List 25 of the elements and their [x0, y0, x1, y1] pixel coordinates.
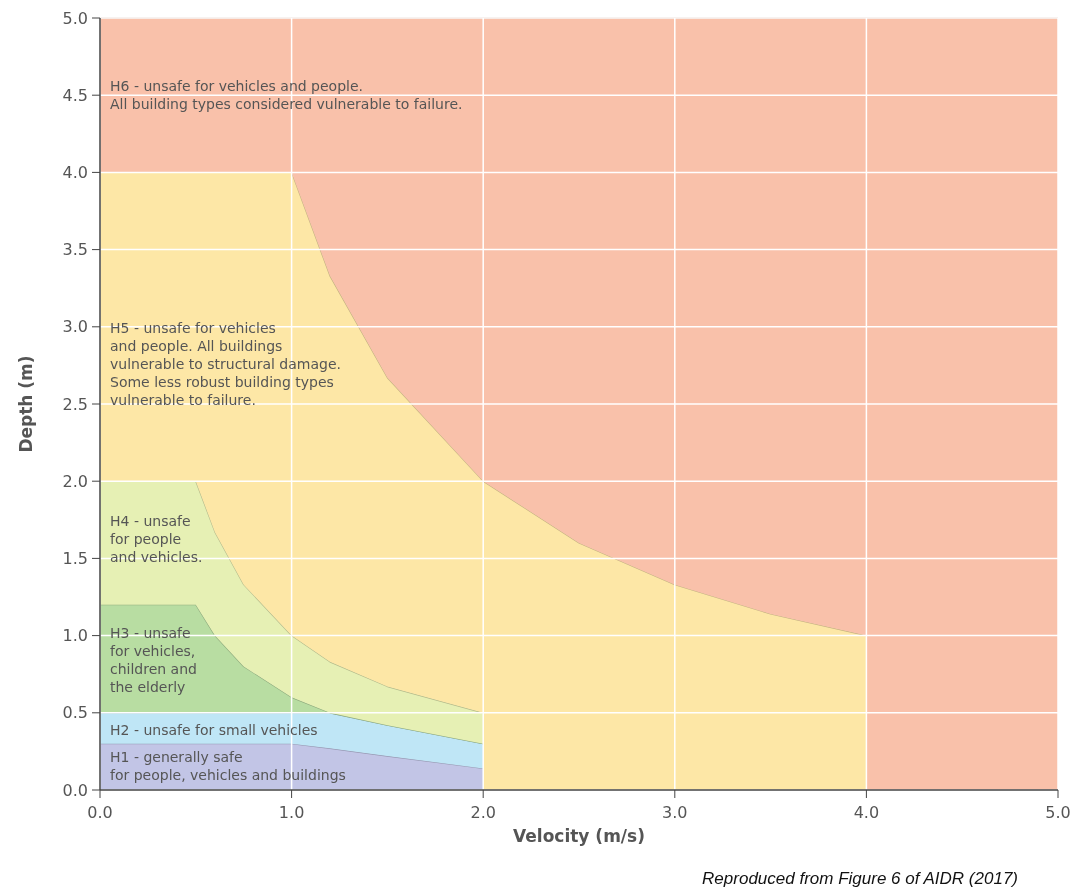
- y-axis-title: Depth (m): [16, 355, 36, 453]
- x-tick-label: 5.0: [1045, 803, 1071, 822]
- x-axis-title: Velocity (m/s): [513, 826, 645, 846]
- x-tick-label: 2.0: [470, 803, 496, 822]
- x-tick-label: 1.0: [278, 803, 305, 822]
- annotation: H2 - unsafe for small vehicles: [110, 722, 318, 738]
- y-tick-label: 2.0: [62, 471, 88, 491]
- y-tick-label: 0.0: [62, 780, 88, 800]
- annotation: H1 - generally safe for people, vehicles and buildings: [110, 749, 346, 783]
- annotation: H4 - unsafe for people and vehicles.: [110, 513, 203, 565]
- y-tick-label: 1.0: [62, 626, 88, 646]
- y-tick-label: 3.0: [62, 317, 88, 337]
- y-tick-label: 2.5: [62, 394, 88, 414]
- x-tick-label: 4.0: [853, 803, 880, 822]
- annotation: H6 - unsafe for vehicles and people. All building types considered vulnerable to failure.: [110, 78, 463, 112]
- y-tick-label: 0.5: [62, 703, 88, 723]
- y-tick-label: 1.5: [62, 549, 88, 568]
- annotation: H5 - unsafe for vehicles and people. All buildings vulnerable to structural damage. Some less robust building types vulnerable to failure.: [110, 320, 341, 408]
- x-tick-label: 3.0: [662, 803, 688, 822]
- y-tick-label: 4.5: [62, 85, 88, 105]
- y-tick-label: 3.5: [62, 240, 88, 260]
- y-tick-label: 5.0: [62, 8, 88, 28]
- text: Reproduced from Figure 6 of AIDR (2017): [702, 869, 1018, 888]
- x-tick-label: 0.0: [87, 803, 113, 822]
- y-tick-label: 4.0: [62, 163, 88, 182]
